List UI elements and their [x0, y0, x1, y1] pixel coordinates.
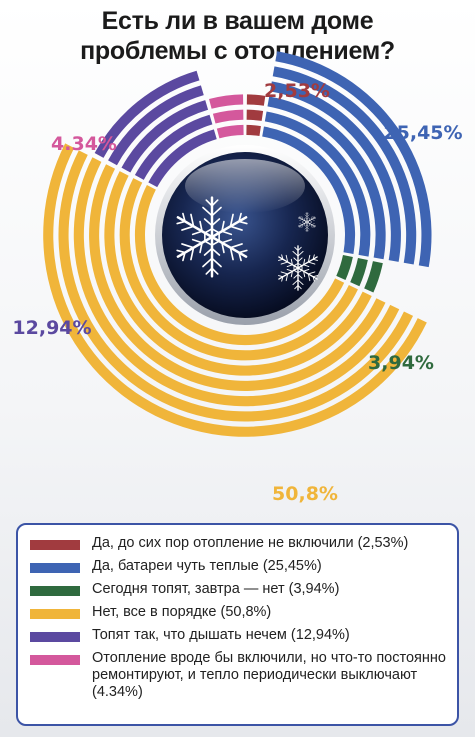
slice-6-band: [209, 94, 244, 109]
slice-6-band: [216, 124, 244, 139]
legend-swatch: [30, 609, 80, 619]
slice-3-band: [350, 258, 368, 287]
legend-swatch: [30, 540, 80, 550]
slice-5-data-label: 12,94%: [12, 317, 91, 339]
slice-2-data-label: 25,45%: [383, 122, 462, 144]
slice-6-data-label: 4.34%: [51, 133, 117, 155]
ring-chart: 2,53% 25,45% 3,94% 50,8% 12,94% 4.34%: [12, 51, 463, 505]
slice-3-band: [336, 254, 353, 280]
legend-item: Топят так, что дышать нечем (12,94%): [30, 627, 447, 644]
slice-2-band: [272, 66, 417, 265]
legend-item: Сегодня топят, завтра — нет (3,94%): [30, 581, 447, 598]
slice-3: [336, 254, 383, 293]
globe-illustration: [155, 145, 335, 325]
legend-item: Да, до сих пор отопление не включили (2,…: [30, 535, 447, 552]
slice-3-data-label: 3,94%: [368, 352, 434, 374]
legend-label: Отопление вроде бы включили, но что-то п…: [92, 650, 446, 700]
slice-4-data-label: 50,8%: [272, 483, 338, 505]
slice-2-band: [264, 111, 371, 257]
slice-1-band: [246, 94, 266, 106]
slice-6: [209, 94, 244, 139]
slice-5-band: [94, 70, 200, 158]
slice-2-band: [270, 81, 401, 262]
slice-5-band: [121, 100, 209, 173]
slice-5: [94, 70, 217, 188]
slice-2-band: [262, 126, 356, 254]
slice-6-band: [212, 109, 244, 124]
chart-title: Есть ли в вашем доме проблемы с отоплени…: [0, 6, 475, 66]
legend-swatch: [30, 632, 80, 642]
title-line-2: проблемы с отоплением?: [80, 37, 395, 65]
slice-2-band: [275, 51, 432, 268]
slice-2-band: [267, 96, 386, 260]
slice-1-data-label: 2,53%: [264, 80, 330, 102]
slice-5-band: [134, 114, 213, 180]
legend: Да, до сих пор отопление не включили (2,…: [16, 523, 459, 726]
legend-item: Отопление вроде бы включили, но что-то п…: [30, 650, 447, 701]
slice-1: [246, 94, 266, 137]
legend-swatch: [30, 586, 80, 596]
legend-label: Да, до сих пор отопление не включили (2,…: [92, 535, 409, 551]
slice-1-band: [246, 124, 261, 137]
slice-5-band: [148, 129, 217, 188]
slice-1-band: [246, 109, 264, 121]
legend-item: Да, батареи чуть теплые (25,45%): [30, 558, 447, 575]
slice-5-band: [108, 85, 204, 166]
title-line-1: Есть ли в вашем доме: [101, 7, 374, 35]
legend-swatch: [30, 655, 80, 665]
legend-label: Сегодня топят, завтра — нет (3,94%): [92, 581, 340, 597]
legend-label: Да, батареи чуть теплые (25,45%): [92, 558, 322, 574]
legend-item: Нет, все в порядке (50,8%): [30, 604, 447, 621]
slice-3-band: [364, 261, 383, 293]
legend-label: Нет, все в порядке (50,8%): [92, 604, 272, 620]
legend-label: Топят так, что дышать нечем (12,94%): [92, 627, 350, 643]
slice-2: [262, 51, 432, 268]
legend-swatch: [30, 563, 80, 573]
